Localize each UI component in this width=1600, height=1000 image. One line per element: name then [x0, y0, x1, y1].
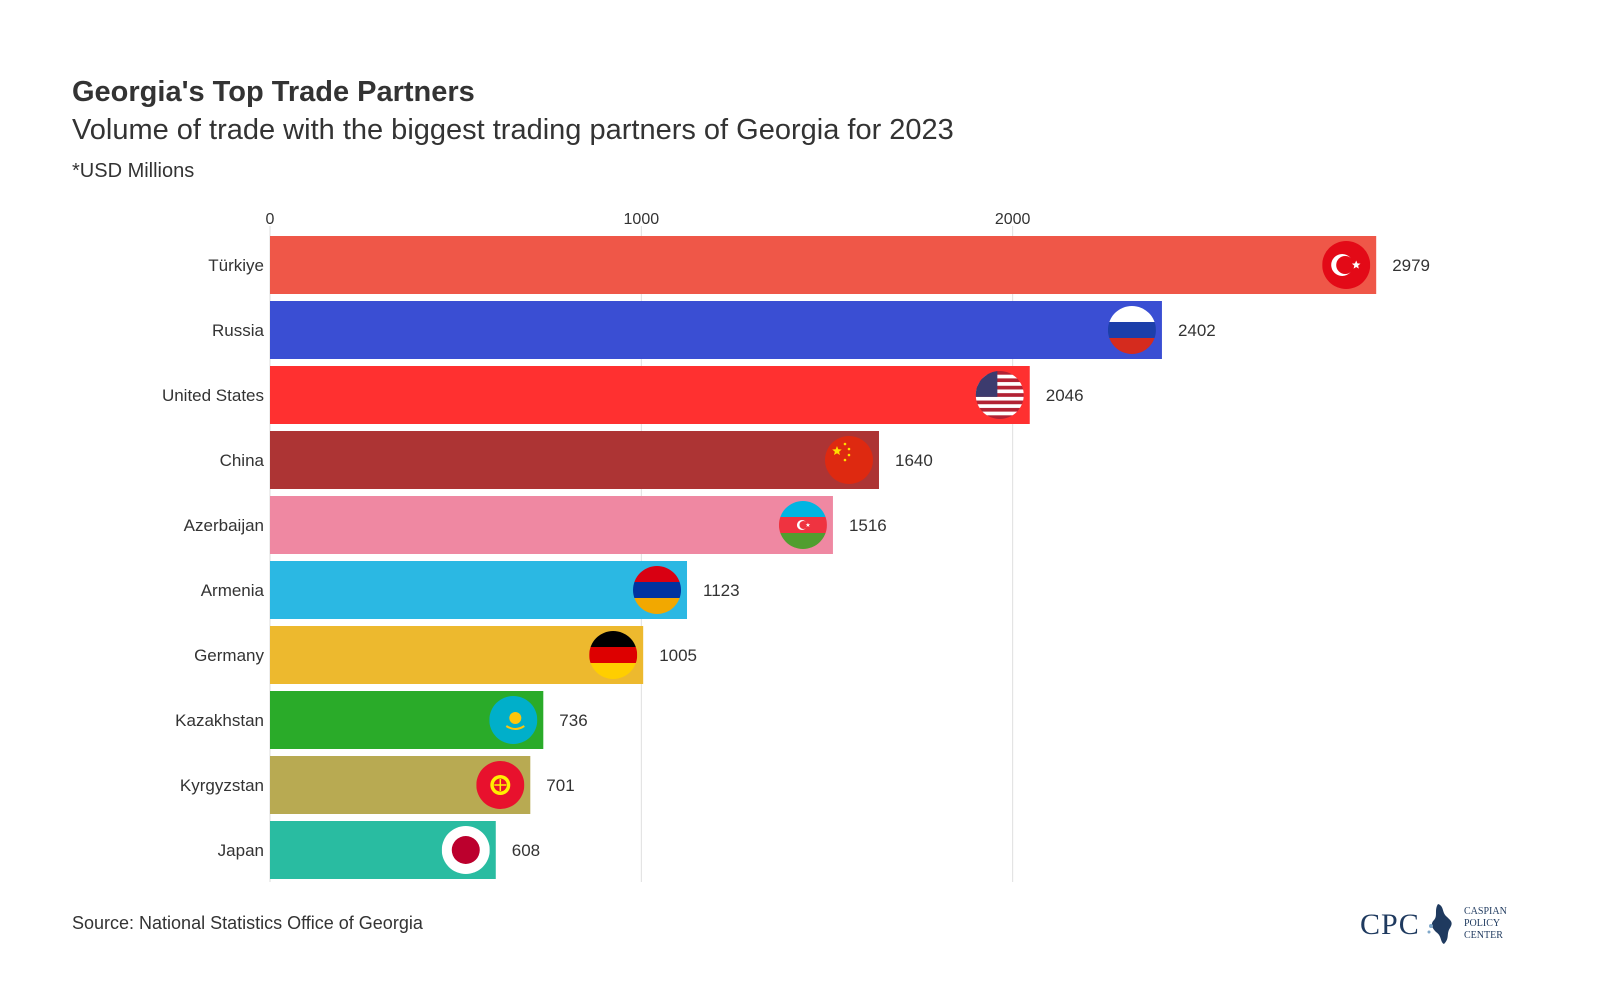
value-label-russia: 2402 [1178, 321, 1216, 340]
logo-name: CASPIAN POLICY CENTER [1464, 906, 1507, 942]
bar-chart: 0 1000 2000 Türkiye 2979 Russia 2402 United Sta… [162, 211, 1430, 882]
value-label-kazakhstan: 736 [559, 711, 587, 730]
value-label-japan: 608 [512, 841, 540, 860]
value-label-kyrgyzstan: 701 [546, 776, 574, 795]
logo-line-3: CENTER [1464, 930, 1503, 941]
armenia-flag [633, 566, 682, 614]
japan-flag [441, 826, 490, 874]
category-label-japan: Japan [218, 841, 264, 860]
value-label-china: 1640 [895, 451, 933, 470]
value-label-germany: 1005 [659, 646, 697, 665]
value-label-t-rkiye: 2979 [1392, 256, 1430, 275]
azerbaijan-flag [778, 501, 827, 549]
logo-line-2: POLICY [1464, 918, 1501, 929]
cpc-logo: CPC CASPIAN POLICY CENTER [1360, 902, 1520, 948]
caspian-sea-icon [1427, 904, 1452, 944]
bar-t-rkiye [270, 236, 1377, 294]
bar-china [270, 431, 879, 489]
logo-abbr: CPC [1360, 908, 1420, 941]
category-label-armenia: Armenia [201, 581, 265, 600]
value-label-united-states: 2046 [1046, 386, 1084, 405]
turkey-flag [1322, 241, 1371, 289]
unit-note: *USD Millions [72, 160, 195, 182]
chart-title: Georgia's Top Trade Partners [72, 76, 475, 108]
value-label-azerbaijan: 1516 [849, 516, 887, 535]
bar-russia [270, 301, 1162, 359]
category-label-united-states: United States [162, 386, 264, 405]
category-label-china: China [220, 451, 265, 470]
bar-germany [270, 626, 644, 684]
value-label-armenia: 1123 [703, 581, 740, 600]
source-note: Source: National Statistics Office of Ge… [72, 913, 423, 933]
category-label-azerbaijan: Azerbaijan [184, 516, 264, 535]
category-label-kazakhstan: Kazakhstan [175, 711, 264, 730]
category-label-t-rkiye: Türkiye [208, 256, 264, 275]
germany-flag [589, 631, 638, 679]
usa-flag [975, 371, 1024, 419]
kazakhstan-flag [489, 696, 538, 744]
kyrgyzstan-flag [476, 761, 525, 809]
logo-line-1: CASPIAN [1464, 906, 1507, 917]
category-label-kyrgyzstan: Kyrgyzstan [180, 776, 264, 795]
bar-armenia [270, 561, 688, 619]
category-label-russia: Russia [212, 321, 265, 340]
category-label-germany: Germany [194, 646, 264, 665]
chart-subtitle: Volume of trade with the biggest trading… [72, 114, 954, 146]
bar-azerbaijan [270, 496, 833, 554]
russia-flag [1107, 306, 1156, 354]
bar-united-states [270, 366, 1030, 424]
x-tick-label-1000: 1000 [624, 211, 660, 228]
china-flag [824, 436, 873, 484]
x-tick-label-0: 0 [266, 211, 275, 228]
x-tick-label-2000: 2000 [995, 211, 1031, 228]
